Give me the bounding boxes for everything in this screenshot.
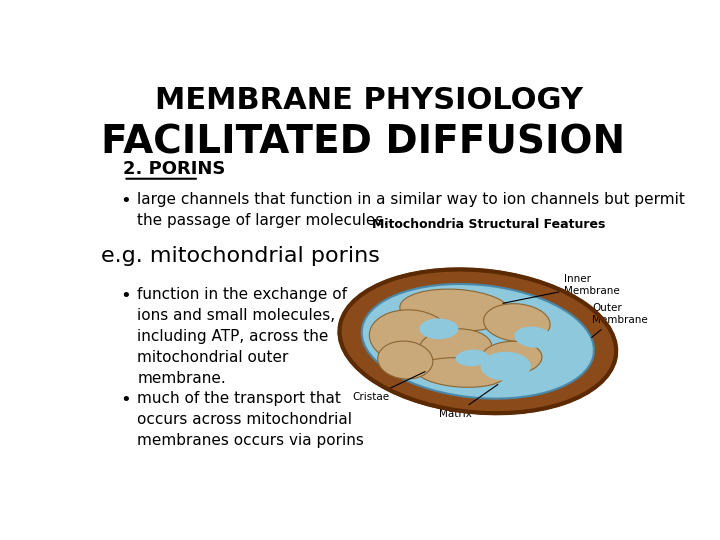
Text: 2. PORINS: 2. PORINS bbox=[124, 160, 226, 178]
Ellipse shape bbox=[417, 357, 505, 387]
Text: •: • bbox=[121, 391, 132, 409]
Ellipse shape bbox=[481, 352, 531, 381]
Text: Inner
Membrane: Inner Membrane bbox=[503, 274, 620, 303]
Ellipse shape bbox=[339, 269, 616, 413]
Text: •: • bbox=[121, 192, 132, 210]
Text: FACILITATED DIFFUSION: FACILITATED DIFFUSION bbox=[101, 123, 625, 161]
Ellipse shape bbox=[481, 341, 542, 375]
Ellipse shape bbox=[361, 284, 594, 399]
Text: MEMBRANE PHYSIOLOGY: MEMBRANE PHYSIOLOGY bbox=[155, 85, 583, 114]
Ellipse shape bbox=[419, 319, 458, 339]
Text: e.g. mitochondrial porins: e.g. mitochondrial porins bbox=[101, 246, 380, 266]
Text: function in the exchange of
ions and small molecules,
including ATP, across the
: function in the exchange of ions and sma… bbox=[138, 287, 348, 386]
Ellipse shape bbox=[419, 329, 492, 366]
Ellipse shape bbox=[400, 289, 511, 331]
Text: Mitochondria Structural Features: Mitochondria Structural Features bbox=[372, 218, 606, 231]
Ellipse shape bbox=[514, 327, 553, 348]
Ellipse shape bbox=[456, 349, 489, 366]
Text: •: • bbox=[121, 287, 132, 305]
Text: large channels that function in a similar way to ion channels but permit
the pas: large channels that function in a simila… bbox=[138, 192, 685, 228]
Ellipse shape bbox=[484, 303, 550, 341]
Text: much of the transport that
occurs across mitochondrial
membranes occurs via pori: much of the transport that occurs across… bbox=[138, 391, 364, 448]
Ellipse shape bbox=[369, 310, 452, 364]
Text: Outer
Membrane: Outer Membrane bbox=[592, 303, 648, 338]
Text: Cristae: Cristae bbox=[352, 372, 425, 402]
Text: Matrix: Matrix bbox=[439, 384, 498, 419]
Ellipse shape bbox=[378, 341, 433, 379]
